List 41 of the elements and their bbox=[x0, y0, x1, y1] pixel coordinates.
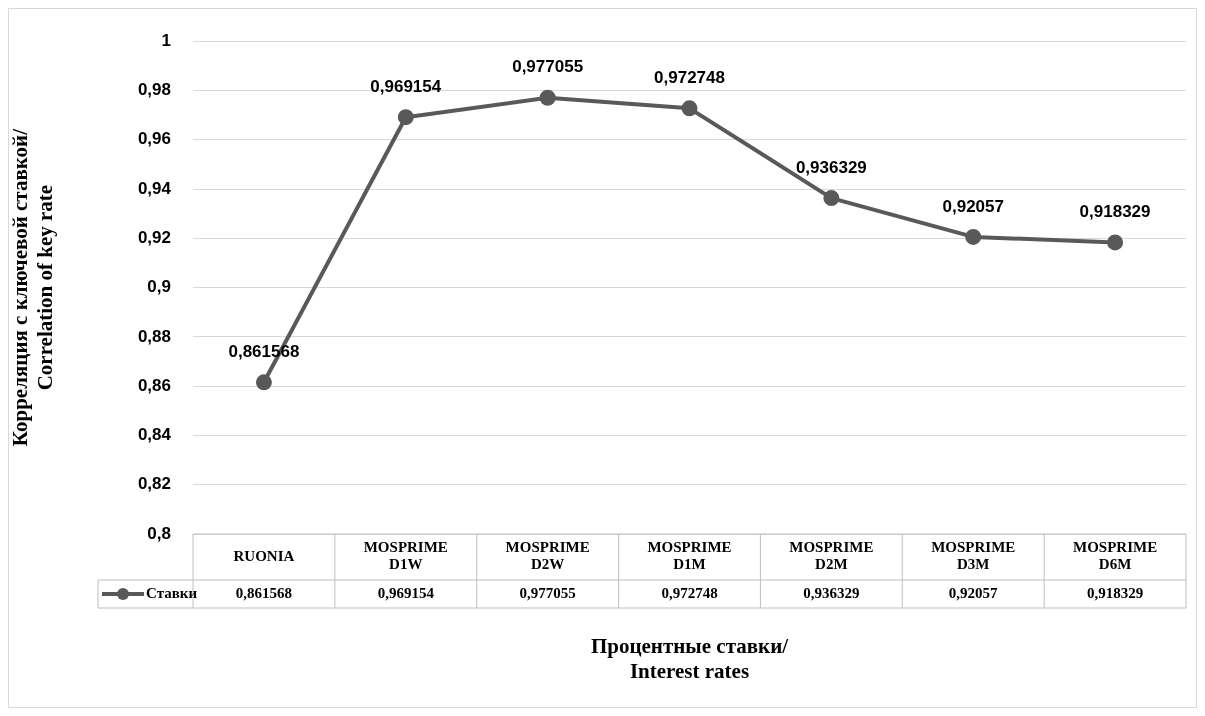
data-label: 0,969154 bbox=[377, 584, 435, 601]
data-label: 0,92057 bbox=[948, 584, 999, 601]
point bbox=[539, 89, 556, 106]
point bbox=[681, 100, 698, 117]
data-label: 0,861568 bbox=[235, 584, 293, 601]
x-tick-label: RUONIA bbox=[233, 547, 295, 564]
x-axis-title: Процентные ставки/ Interest rates bbox=[590, 634, 790, 684]
y-tick-label: 0,98 bbox=[137, 80, 171, 100]
data-label: 0,972748 bbox=[661, 584, 718, 601]
text: 0,972748 bbox=[654, 68, 725, 88]
text: 0,918329 bbox=[1079, 202, 1151, 222]
x-tick-label: MOSPRIME D3M bbox=[931, 539, 1016, 573]
point bbox=[255, 374, 272, 391]
text: 0,92057 bbox=[942, 196, 1004, 216]
point bbox=[1107, 234, 1124, 251]
y-tick-label: 0,88 bbox=[137, 326, 171, 346]
text: 0,936329 bbox=[795, 157, 867, 177]
data-label: 0,918329 bbox=[1086, 584, 1144, 601]
y-tick-label: 0,8 bbox=[147, 523, 171, 543]
x-tick-label: MOSPRIME D1M bbox=[647, 539, 732, 573]
text: 0,969154 bbox=[370, 76, 442, 96]
y-tick-label: 0,82 bbox=[137, 474, 171, 494]
y-tick-label: 0,92 bbox=[137, 228, 171, 248]
data-label: 0,977055 bbox=[519, 584, 576, 601]
legend-label: Ставки bbox=[146, 584, 198, 601]
y-tick-label: 0,84 bbox=[137, 425, 172, 445]
x-tick-label: MOSPRIME D2M bbox=[789, 539, 874, 573]
x-tick-label: MOSPRIME D1W bbox=[363, 539, 448, 573]
point bbox=[965, 228, 982, 245]
y-tick-label: 0,9 bbox=[147, 277, 171, 297]
x-tick-label: MOSPRIME D6M bbox=[1072, 539, 1158, 573]
y-tick-label: 1 bbox=[161, 30, 171, 50]
y-tick-label: 0,86 bbox=[137, 375, 171, 395]
point bbox=[397, 109, 414, 126]
y-tick-label: 0,94 bbox=[137, 178, 172, 198]
y-axis-title: Корреляция с ключевой ставкой/ Correlation of key rate bbox=[8, 127, 58, 447]
x-tick-label: MOSPRIME D2W bbox=[505, 539, 590, 573]
data-label: 0,936329 bbox=[803, 584, 860, 601]
point bbox=[823, 190, 840, 207]
text: 0,977055 bbox=[512, 57, 584, 77]
y-tick-label: 0,96 bbox=[137, 129, 171, 149]
